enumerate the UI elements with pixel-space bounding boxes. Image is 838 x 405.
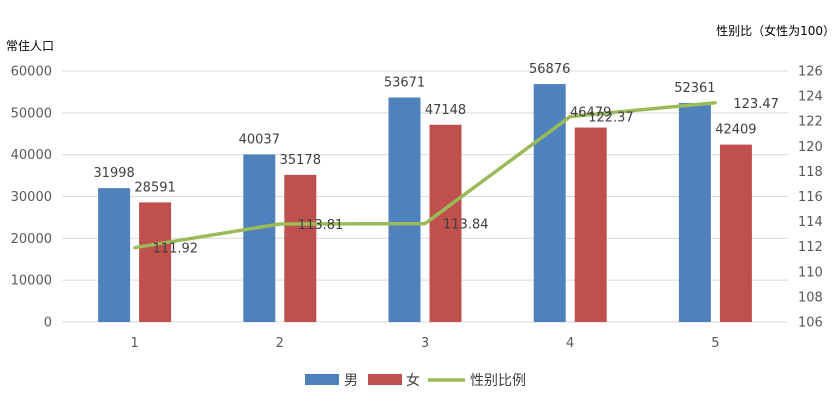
bar-value-label: 46479 (570, 106, 611, 121)
legend: 男 女 性别比例 (305, 372, 526, 389)
bars (98, 84, 752, 323)
legend-label-female: 女 (406, 372, 420, 389)
ratio-value-label: 122.37 (588, 111, 634, 126)
bar-female (719, 144, 752, 322)
y-right-tick-label: 116 (798, 190, 823, 205)
bar-female (139, 202, 172, 322)
y-right-tick-label: 108 (798, 290, 823, 305)
legend-label-male: 男 (344, 373, 358, 389)
ratio-value-label: 111.92 (153, 242, 199, 257)
y-left-tick-label: 0 (44, 316, 52, 331)
bar-value-label: 40037 (239, 133, 280, 148)
y-axis-left-title: 常住人口 (6, 39, 54, 53)
legend-label-ratio: 性别比例 (470, 373, 526, 389)
ratio-value-label: 113.84 (443, 218, 489, 233)
ratio-line (133, 101, 717, 250)
y-right-tick-label: 126 (798, 65, 823, 80)
ratio-point (568, 115, 572, 119)
x-tick-label: 4 (566, 336, 574, 351)
bar-male (678, 102, 711, 322)
y-right-tick-label: 120 (798, 140, 823, 155)
bar-value-label: 47148 (425, 103, 466, 118)
ratio-value-label: 113.81 (298, 218, 344, 233)
x-tick-label: 1 (130, 336, 138, 351)
y-left-tick-label: 10000 (11, 274, 52, 289)
bar-value-label: 31998 (93, 166, 134, 181)
y-right-tick-label: 122 (798, 115, 823, 130)
bar-value-label: 52361 (674, 81, 715, 96)
bar-female (429, 124, 462, 323)
bar-male (243, 154, 276, 322)
y-left-tick-label: 30000 (11, 190, 52, 205)
bar-male (533, 84, 566, 323)
ratio-point (423, 222, 427, 226)
legend-swatch-female (368, 374, 402, 385)
bar-value-label: 56876 (529, 62, 570, 77)
bar-value-label: 53671 (384, 75, 425, 90)
ratio-point (133, 246, 137, 250)
bar-male (388, 97, 421, 322)
x-tick-label: 5 (711, 336, 719, 351)
y-right-tick-label: 112 (798, 240, 823, 255)
bar-value-label: 42409 (715, 123, 756, 138)
y-right-tick-label: 114 (798, 215, 823, 230)
legend-swatch-male (305, 374, 339, 385)
bar-female (284, 174, 317, 322)
y-axis-right-title: 性别比（女性为100） (716, 23, 835, 38)
ratio-value-label: 123.47 (733, 97, 779, 112)
ratio-point (278, 222, 282, 226)
bar-female (574, 127, 607, 322)
data-labels: 31998 40037 53671 56876 52361 28591 35178 47148… (93, 62, 778, 257)
y-right-tick-label: 124 (798, 90, 823, 105)
y-left-tick-label: 50000 (11, 106, 52, 121)
y-left-tick-label: 60000 (11, 65, 52, 80)
x-tick-label: 3 (421, 336, 429, 351)
bar-value-label: 35178 (280, 153, 321, 168)
x-tick-label: 2 (276, 336, 284, 351)
bar-value-label: 28591 (134, 180, 175, 195)
y-left-tick-label: 40000 (11, 148, 52, 163)
tick-labels: 0 10000 20000 30000 40000 50000 60000 106 108 110… (11, 65, 823, 352)
ratio-point (713, 101, 717, 105)
y-right-tick-label: 110 (798, 265, 823, 280)
y-left-tick-label: 20000 (11, 232, 52, 247)
bar-male (98, 188, 131, 322)
y-right-tick-label: 106 (798, 316, 823, 331)
y-right-tick-label: 118 (798, 165, 823, 180)
